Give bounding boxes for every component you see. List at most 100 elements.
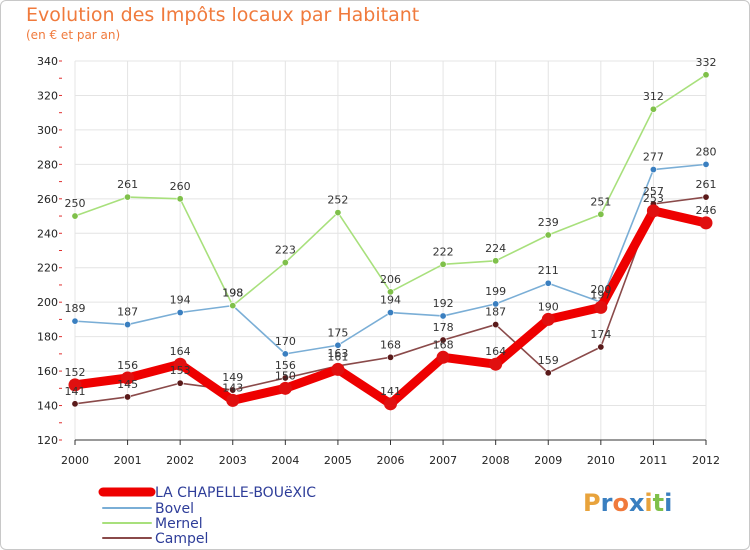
x-tick-label: 2001 (114, 454, 142, 467)
legend-label: Bovel (155, 501, 194, 517)
data-point-la-chapelle-bou-xic (541, 312, 555, 326)
data-point-mernel (334, 209, 342, 217)
data-label-bovel: 211 (538, 264, 559, 277)
data-label-mernel: 224 (485, 242, 506, 255)
data-point-la-chapelle-bou-xic (489, 357, 503, 371)
data-point-mernel (544, 231, 552, 239)
data-label-la-chapelle-bou-xic: 164 (485, 345, 506, 358)
data-label-bovel: 280 (696, 145, 717, 158)
data-label-mernel: 198 (222, 287, 243, 300)
y-tick-label: 300 (37, 124, 58, 137)
x-tick-label: 2002 (166, 454, 194, 467)
grid (74, 60, 707, 441)
data-label-campel: 153 (170, 364, 191, 377)
data-label-la-chapelle-bou-xic: 246 (696, 204, 717, 217)
data-point-campel (597, 343, 605, 351)
logo-letter: o (612, 489, 629, 517)
series-lines (68, 71, 713, 411)
data-label-campel: 163 (327, 347, 348, 360)
y-tick-label: 200 (37, 296, 58, 309)
logo-letter: P (583, 489, 601, 517)
data-label-la-chapelle-bou-xic: 197 (590, 288, 611, 301)
x-tick-label: 2007 (429, 454, 457, 467)
x-tick-label: 2006 (377, 454, 405, 467)
data-label-la-chapelle-bou-xic: 253 (643, 192, 664, 205)
data-label-la-chapelle-bou-xic: 190 (538, 300, 559, 313)
logo-letter: x (628, 489, 645, 517)
data-label-bovel: 170 (275, 335, 296, 348)
data-point-la-chapelle-bou-xic (173, 357, 187, 371)
data-label-campel: 141 (65, 385, 86, 398)
data-point-bovel (71, 317, 79, 325)
data-point-la-chapelle-bou-xic (384, 397, 397, 411)
data-point-campel (71, 400, 79, 408)
data-label-mernel: 312 (643, 90, 664, 103)
data-label-campel: 261 (696, 178, 717, 191)
data-point-campel (176, 379, 184, 387)
y-tick-label: 220 (37, 262, 58, 275)
logo-letter: i (664, 489, 673, 517)
legend-label: Campel (155, 531, 208, 547)
data-point-mernel (124, 193, 132, 201)
data-point-bovel (334, 341, 342, 349)
legend-label: LA CHAPELLE-BOUëXIC (155, 485, 316, 501)
data-point-la-chapelle-bou-xic (121, 371, 135, 385)
logo-letter: r (600, 489, 613, 517)
data-label-mernel: 252 (327, 194, 348, 207)
logo-letter: t (652, 489, 665, 517)
data-point-la-chapelle-bou-xic (278, 381, 292, 395)
data-label-bovel: 194 (380, 294, 401, 307)
data-point-bovel (492, 300, 500, 308)
x-tick-label: 2011 (639, 454, 667, 467)
data-point-mernel (492, 257, 500, 265)
data-label-mernel: 332 (696, 56, 717, 69)
data-point-mernel (229, 302, 237, 310)
data-point-bovel (124, 321, 132, 329)
data-point-bovel (649, 166, 657, 174)
data-label-mernel: 251 (590, 195, 611, 208)
data-point-bovel (176, 309, 184, 317)
data-point-la-chapelle-bou-xic (331, 362, 345, 376)
data-labels: 189 187 194 198 170 175 194 192 199 211 200 277 280 2… (65, 56, 717, 398)
x-tick-label: 2005 (324, 454, 352, 467)
data-label-bovel: 200 (590, 283, 611, 296)
data-point-la-chapelle-bou-xic (594, 300, 608, 314)
y-tick-label: 180 (37, 331, 58, 344)
y-tick-label: 320 (37, 89, 58, 102)
data-label-bovel: 199 (485, 285, 506, 298)
data-point-campel (386, 353, 394, 361)
y-tick-label: 260 (37, 193, 58, 206)
data-label-la-chapelle-bou-xic: 156 (117, 359, 138, 372)
chart-subtitle: (en € et par an) (26, 28, 121, 42)
data-label-campel: 149 (222, 371, 243, 384)
data-label-bovel: 175 (327, 326, 348, 339)
data-point-bovel (439, 312, 447, 320)
x-tick-label: 2010 (587, 454, 615, 467)
chart-title: Evolution des Impôts locaux par Habitant (26, 4, 420, 26)
data-label-bovel: 187 (117, 306, 138, 319)
data-point-mernel (597, 210, 605, 218)
legend-label: Mernel (155, 516, 203, 532)
data-label-bovel: 194 (170, 294, 191, 307)
data-label-mernel: 250 (65, 197, 86, 210)
data-label-mernel: 222 (433, 245, 454, 258)
data-label-la-chapelle-bou-xic: 152 (65, 366, 86, 379)
data-point-la-chapelle-bou-xic (699, 216, 713, 230)
y-tick-label: 120 (37, 434, 58, 447)
data-label-bovel: 198 (222, 287, 243, 300)
data-point-campel (281, 374, 289, 382)
data-point-bovel (281, 350, 289, 358)
y-tick-label: 160 (37, 365, 58, 378)
data-point-mernel (386, 288, 394, 296)
y-tick-label: 340 (37, 55, 58, 68)
data-label-mernel: 261 (117, 178, 138, 191)
data-label-mernel: 223 (275, 244, 296, 257)
data-label-mernel: 260 (170, 180, 191, 193)
data-label-la-chapelle-bou-xic: 168 (433, 338, 454, 351)
data-point-campel (439, 336, 447, 344)
data-point-mernel (702, 71, 710, 79)
data-point-bovel (702, 160, 710, 168)
